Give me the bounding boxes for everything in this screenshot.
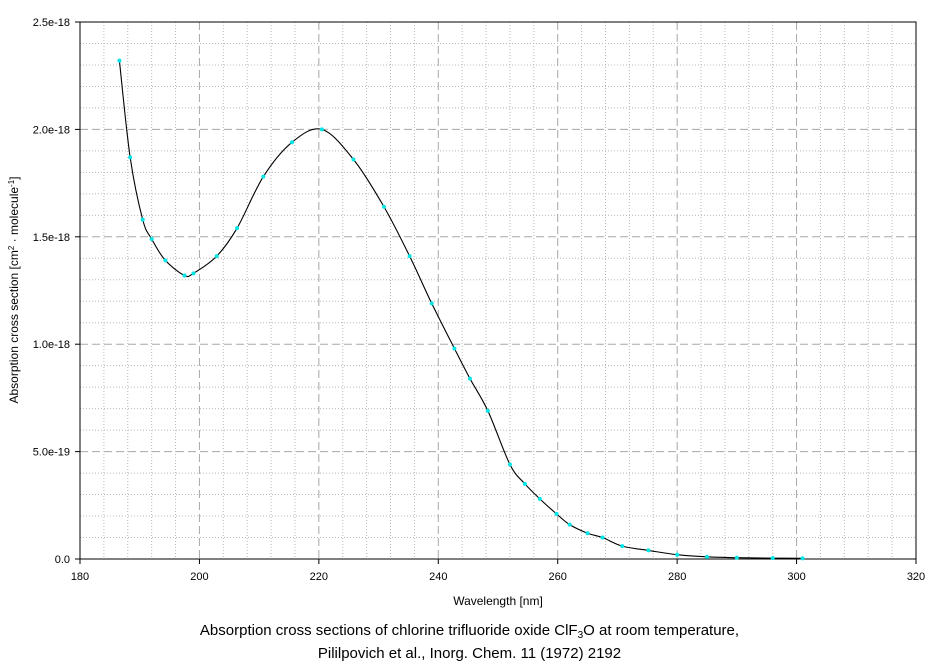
data-point — [117, 58, 122, 63]
data-point — [319, 127, 324, 132]
y-axis-ticks: 0.0 5.0e-19 1.0e-18 1.5e-18 2.0e-18 2.5e-18 — [33, 17, 80, 566]
data-point — [128, 155, 133, 160]
data-point — [452, 346, 457, 351]
y-tick-label: 2.0e-18 — [33, 124, 70, 136]
x-tick-label: 220 — [310, 571, 328, 583]
data-point — [567, 522, 572, 527]
data-point — [235, 226, 240, 231]
x-tick-label: 180 — [71, 571, 89, 583]
y-tick-label: 1.5e-18 — [33, 232, 70, 244]
data-point — [485, 408, 490, 413]
data-point — [214, 254, 219, 259]
data-point — [507, 462, 512, 467]
series-line — [118, 60, 803, 559]
y-tick-label: 1.0e-18 — [33, 339, 70, 351]
data-point — [675, 552, 680, 557]
x-tick-label: 200 — [190, 571, 208, 583]
major-grid — [80, 22, 916, 559]
data-point — [585, 531, 590, 536]
data-point — [429, 301, 434, 306]
data-point — [537, 496, 542, 501]
data-point — [800, 556, 805, 561]
data-point — [705, 554, 709, 559]
x-axis-label: Wavelength [nm] — [453, 594, 543, 608]
data-point — [351, 157, 356, 162]
y-tick-label: 2.5e-18 — [33, 17, 70, 29]
y-axis-label: Absorption cross section [cm2 · molecule… — [7, 176, 22, 403]
data-point — [163, 258, 168, 263]
data-point — [770, 556, 775, 561]
x-tick-label: 300 — [787, 571, 805, 583]
y-tick-label: 0.0 — [55, 554, 70, 566]
caption-line-2: Pililpovich et al., Inorg. Chem. 11 (197… — [317, 645, 622, 662]
x-tick-label: 280 — [668, 571, 686, 583]
data-point — [289, 140, 294, 145]
data-point — [620, 544, 625, 549]
caption-line-1: Absorption cross sections of chlorine tr… — [199, 622, 740, 641]
data-point — [467, 376, 472, 381]
minor-grid — [80, 22, 916, 559]
data-point — [407, 254, 412, 259]
data-point — [734, 555, 739, 560]
series-markers — [117, 58, 805, 561]
x-axis-ticks: 180 200 220 240 260 280 300 320 — [71, 559, 925, 583]
data-point — [522, 481, 527, 486]
data-point — [554, 511, 559, 516]
data-point — [182, 273, 187, 278]
data-point — [381, 204, 386, 209]
x-tick-label: 260 — [549, 571, 567, 583]
x-tick-label: 320 — [907, 571, 925, 583]
data-point — [140, 217, 145, 222]
data-point — [191, 271, 196, 276]
x-tick-label: 240 — [429, 571, 447, 583]
data-point — [261, 174, 266, 179]
data-point — [600, 535, 605, 540]
y-tick-label: 5.0e-19 — [33, 447, 70, 459]
data-point — [149, 236, 154, 241]
plot-frame — [79, 21, 917, 560]
data-point — [646, 548, 651, 553]
